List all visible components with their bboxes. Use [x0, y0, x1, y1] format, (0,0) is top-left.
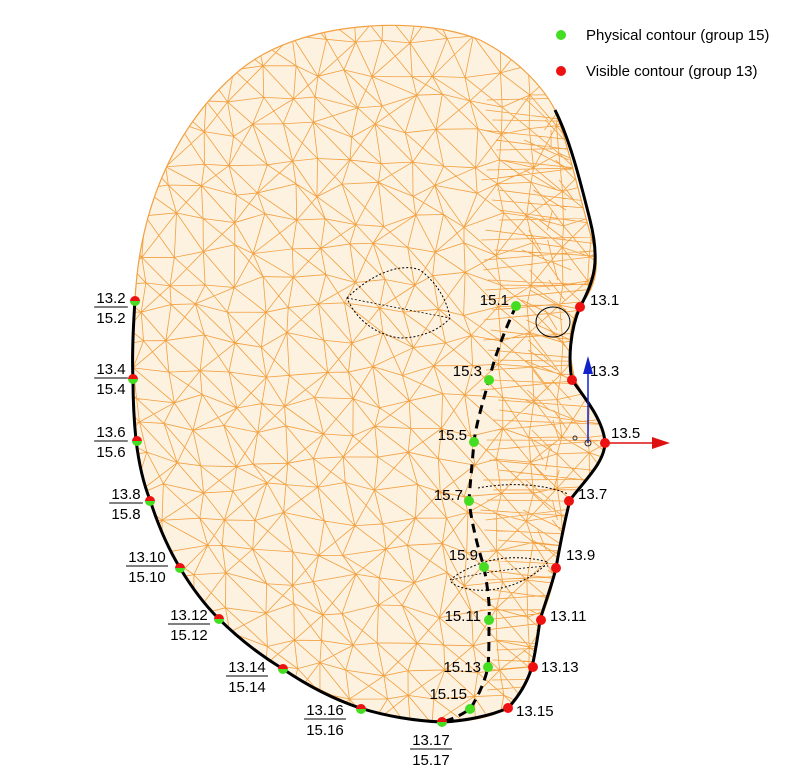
- paired-label-bottom-15-14: 15.14: [228, 679, 266, 696]
- paired-point-13-4: [128, 374, 138, 384]
- paired-point-13-14: [278, 664, 288, 674]
- visible-label-13-3: 13.3: [590, 363, 619, 380]
- physical-label-15-1: 15.1: [480, 292, 509, 309]
- paired-label-top-13-16: 13.16: [306, 702, 344, 719]
- paired-label-bottom-15-10: 15.10: [128, 569, 166, 586]
- legend: Physical contour (group 15) Visible cont…: [556, 27, 769, 80]
- paired-label-top-13-14: 13.14: [228, 659, 266, 676]
- physical-label-15-5: 15.5: [438, 427, 467, 444]
- visible-point-13-5: [600, 438, 610, 448]
- visible-label-13-7: 13.7: [578, 486, 607, 503]
- eye-inner-line: [346, 297, 451, 319]
- visible-label-13-5: 13.5: [611, 425, 640, 442]
- visible-label-13-9: 13.9: [566, 547, 595, 564]
- physical-point-15-11: [484, 615, 494, 625]
- paired-point-13-16: [356, 704, 366, 714]
- paired-label-top-13-17: 13.17: [412, 732, 450, 749]
- legend-physical-marker: [556, 30, 566, 40]
- mouth-line: [451, 565, 549, 581]
- contour-points: [128, 296, 610, 727]
- nose-detail: [535, 306, 571, 338]
- physical-point-15-7: [464, 496, 474, 506]
- visible-point-13-7: [564, 496, 574, 506]
- physical-point-15-13: [483, 662, 493, 672]
- nostril-line: [477, 484, 569, 495]
- visible-label-13-13: 13.13: [541, 659, 579, 676]
- paired-label-bottom-15-12: 15.12: [170, 627, 208, 644]
- paired-point-13-2: [130, 296, 140, 306]
- paired-label-top-13-10: 13.10: [128, 549, 166, 566]
- paired-label-bottom-15-17: 15.17: [412, 752, 450, 769]
- paired-label-bottom-15-16: 15.16: [306, 722, 344, 739]
- point-labels: 13.113.313.513.713.913.1113.1313.1515.11…: [94, 290, 640, 769]
- visible-label-13-15: 13.15: [516, 703, 554, 720]
- visible-point-13-13: [528, 662, 538, 672]
- physical-label-15-11: 15.11: [445, 608, 481, 625]
- z-axis-arrow: [605, 437, 670, 449]
- legend-visible-marker: [556, 66, 566, 76]
- physical-label-15-13: 15.13: [443, 659, 481, 676]
- physical-label-15-7: 15.7: [434, 487, 463, 504]
- paired-label-top-13-8: 13.8: [111, 486, 140, 503]
- physical-point-15-1: [511, 301, 521, 311]
- physical-label-15-9: 15.9: [449, 547, 478, 564]
- physical-point-15-9: [479, 562, 489, 572]
- paired-point-13-17: [437, 717, 447, 727]
- y-axis-arrow: [583, 356, 593, 443]
- paired-point-13-10: [175, 563, 185, 573]
- physical-label-15-3: 15.3: [453, 363, 482, 380]
- axis-origin-marker-2: [572, 435, 578, 441]
- paired-label-bottom-15-4: 15.4: [96, 381, 125, 398]
- paired-label-top-13-2: 13.2: [96, 290, 125, 307]
- visible-label-13-1: 13.1: [590, 292, 619, 309]
- paired-label-top-13-4: 13.4: [96, 361, 125, 378]
- paired-point-13-8: [145, 496, 155, 506]
- legend-visible-label: Visible contour (group 13): [586, 63, 758, 80]
- visible-label-13-11: 13.11: [550, 608, 586, 625]
- visible-point-13-3: [567, 375, 577, 385]
- paired-point-13-12: [214, 614, 224, 624]
- physical-point-15-15: [465, 704, 475, 714]
- visible-point-13-11: [536, 615, 546, 625]
- paired-label-top-13-12: 13.12: [170, 607, 208, 624]
- physical-contour-line: [441, 305, 518, 724]
- physical-label-15-15: 15.15: [429, 686, 467, 703]
- legend-physical-label: Physical contour (group 15): [586, 27, 769, 44]
- paired-label-bottom-15-8: 15.8: [111, 506, 140, 523]
- physical-point-15-5: [469, 437, 479, 447]
- visible-point-13-9: [551, 563, 561, 573]
- paired-label-top-13-6: 13.6: [96, 424, 125, 441]
- visible-point-13-15: [503, 703, 513, 713]
- paired-label-bottom-15-2: 15.2: [96, 310, 125, 327]
- visible-point-13-1: [575, 302, 585, 312]
- paired-point-13-6: [132, 436, 142, 446]
- paired-label-bottom-15-6: 15.6: [96, 444, 125, 461]
- physical-point-15-3: [484, 375, 494, 385]
